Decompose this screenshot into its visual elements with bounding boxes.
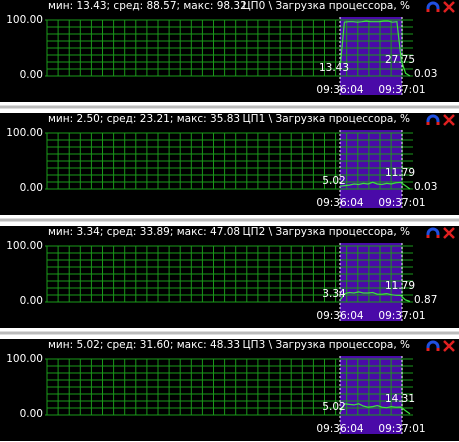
magnet-icon	[426, 114, 440, 125]
close-icon	[443, 340, 455, 352]
y-tick-label: 0.00	[20, 408, 43, 420]
y-tick-label: 0.00	[20, 69, 43, 81]
time-label: 09:37:01	[378, 84, 425, 96]
graph-title: ЦП2 \ Загрузка процессора, %	[243, 226, 411, 238]
time-label: 09:36:04	[316, 197, 363, 209]
magnet-icon	[426, 227, 440, 238]
y-tick-label: 0.00	[20, 295, 43, 307]
magnet-icon	[426, 340, 440, 351]
data-line	[339, 291, 411, 303]
graph-panel: мин: 13.43; сред: 88.57; макс: 98.32ЦП0 …	[0, 0, 459, 113]
magnet-tip	[426, 9, 440, 12]
cursor-value: 0.03	[414, 68, 437, 80]
close-icon	[443, 227, 455, 239]
stats: мин: 13.43; сред: 88.57; макс: 98.32	[48, 0, 247, 12]
cursor-value: 14.31	[385, 393, 415, 405]
magnet-tip	[426, 122, 440, 125]
y-tick-label: 100.00	[6, 127, 43, 139]
time-label: 09:36:04	[316, 310, 363, 322]
data-line	[339, 403, 411, 415]
selection	[340, 130, 402, 208]
time-label: 09:36:04	[316, 423, 363, 435]
cursor-value: 13.43	[319, 62, 349, 74]
stats: мин: 3.34; сред: 33.89; макс: 47.08	[48, 226, 240, 238]
stats: мин: 2.50; сред: 23.21; макс: 35.83	[48, 113, 240, 125]
cursor-value: 3.34	[322, 288, 346, 300]
selection	[340, 17, 402, 95]
time-label: 09:36:04	[316, 84, 363, 96]
cursor-value: 11.79	[385, 280, 415, 292]
magnet-tip	[426, 348, 440, 351]
y-tick-label: 100.00	[6, 240, 43, 252]
cursor-value: 5.02	[322, 175, 345, 187]
graph-title: ЦП3 \ Загрузка процессора, %	[243, 339, 411, 351]
close-icon	[443, 1, 455, 13]
time-label: 09:37:01	[378, 310, 425, 322]
data-line	[339, 20, 411, 77]
graph-panel: мин: 5.02; сред: 31.60; макс: 48.33 ЦП3 \…	[0, 339, 459, 441]
cursor-value: 27.75	[385, 54, 415, 66]
graph-panel: мин: 3.34; сред: 33.89; макс: 47.08 ЦП2 \…	[0, 226, 459, 339]
cursor-value: 11.79	[385, 167, 415, 179]
data-line	[339, 181, 411, 190]
selection	[340, 356, 402, 434]
close-icon	[443, 114, 455, 126]
time-label: 09:37:01	[378, 423, 425, 435]
graph-panel: мин: 2.50; сред: 23.21; макс: 35.83 ЦП1 \…	[0, 113, 459, 226]
y-tick-label: 100.00	[6, 14, 43, 26]
cursor-value: 0.87	[414, 294, 437, 306]
magnet-icon	[426, 1, 440, 12]
selection	[340, 243, 402, 321]
time-label: 09:37:01	[378, 197, 425, 209]
magnet-tip	[426, 235, 440, 238]
graph-title: ЦП1 \ Загрузка процессора, %	[243, 113, 411, 125]
cursor-value: 5.02	[322, 401, 345, 413]
graph-title: ЦП0 \ Загрузка процессора, %	[243, 0, 411, 12]
y-tick-label: 100.00	[6, 353, 43, 365]
stats: мин: 5.02; сред: 31.60; макс: 48.33	[48, 339, 240, 351]
y-tick-label: 0.00	[20, 182, 43, 194]
cursor-value: 0.03	[414, 181, 437, 193]
